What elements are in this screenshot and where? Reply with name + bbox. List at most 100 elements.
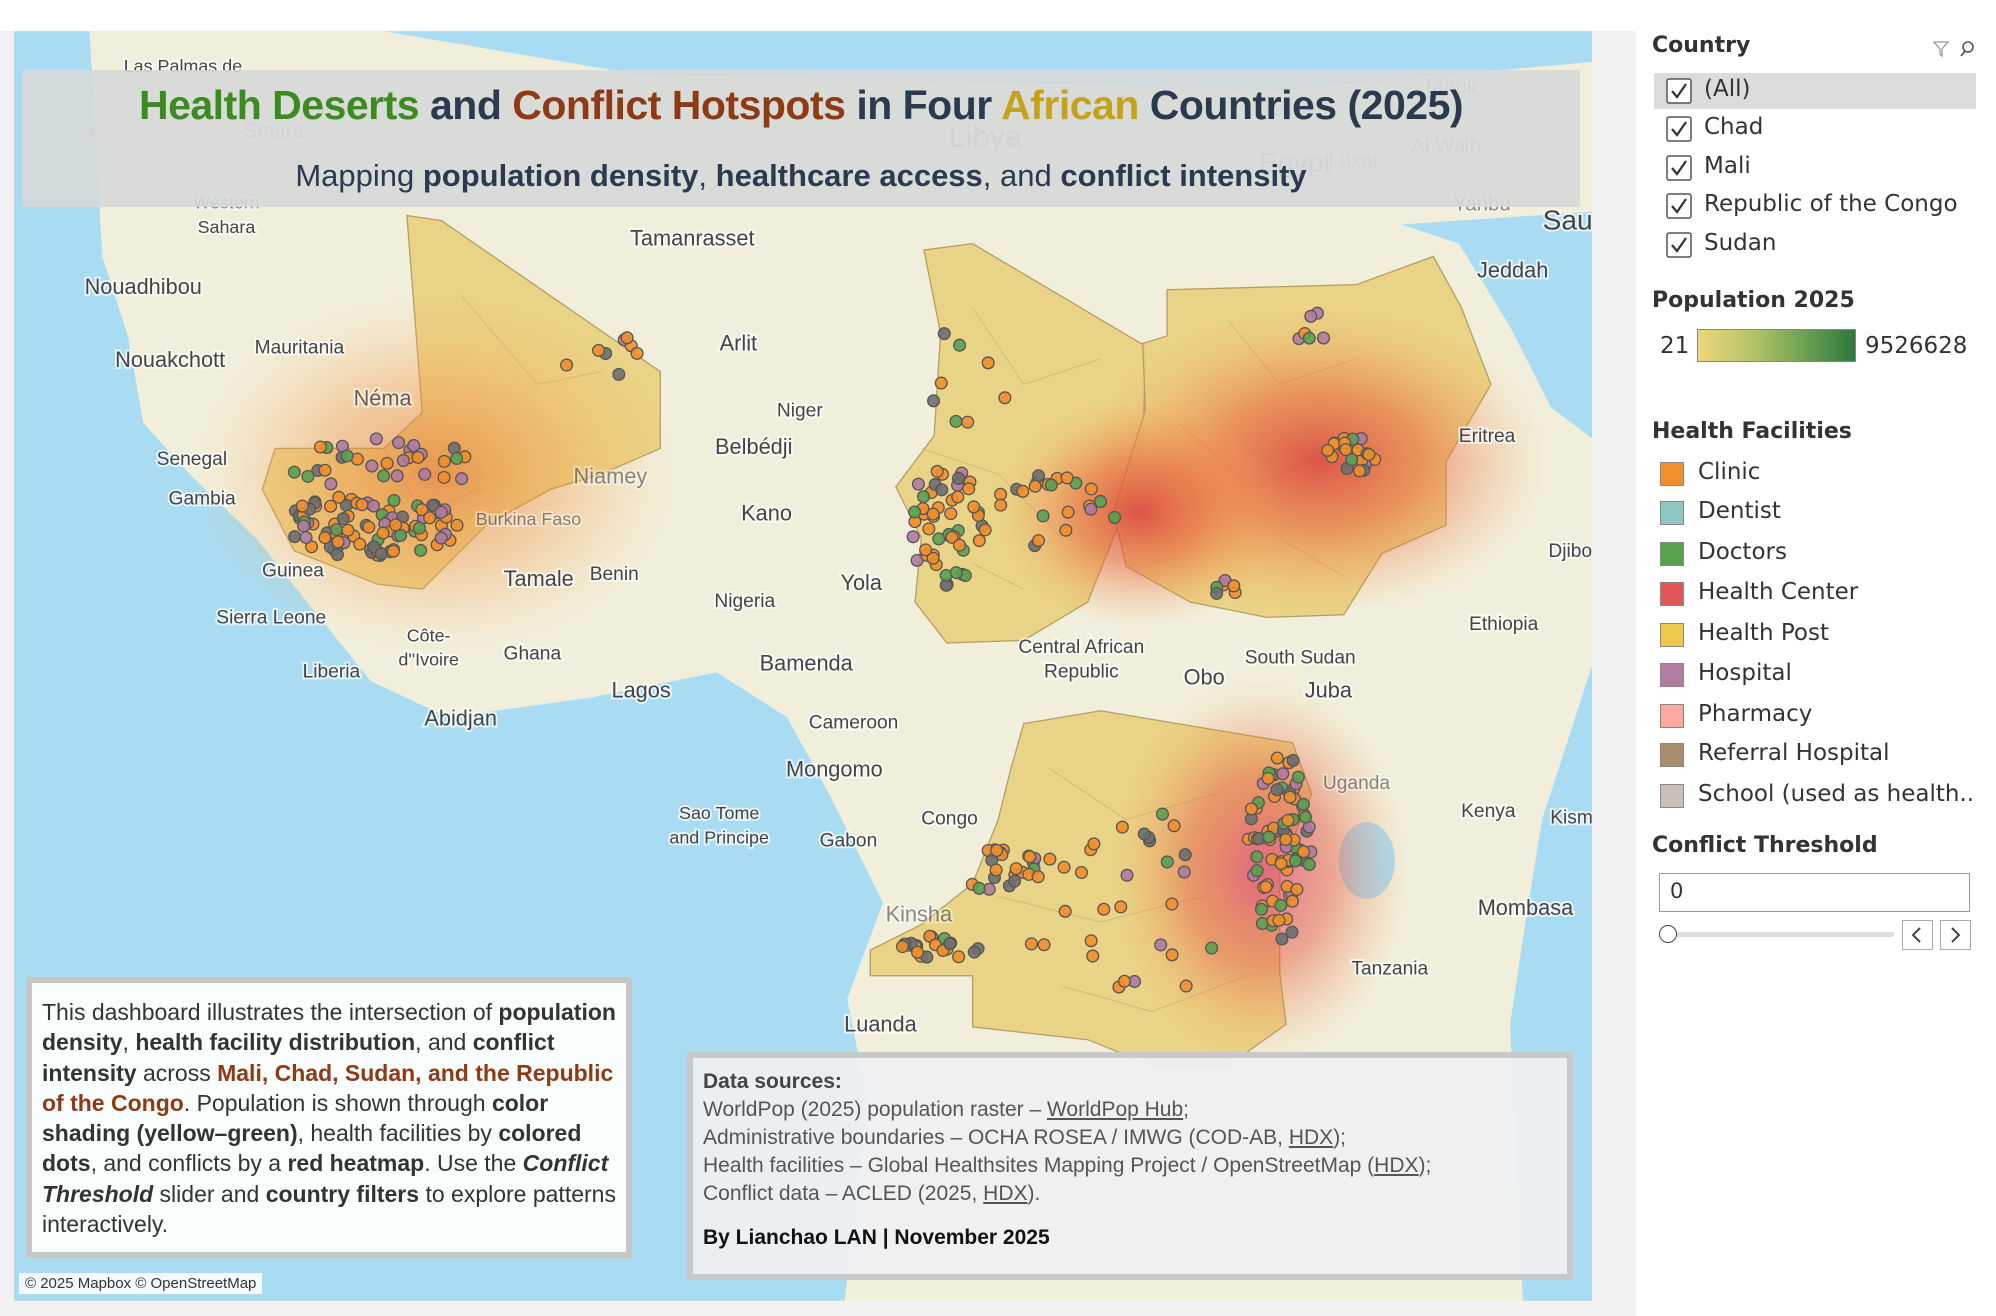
checkbox-icon[interactable] [1666,155,1692,181]
facility-dot [1285,925,1299,939]
place-label: Mauritania [255,338,345,359]
legend-label[interactable]: Referral Hospital [1698,740,1890,766]
legend-label[interactable]: Clinic [1698,459,1761,485]
facility-dot [978,523,992,537]
description-text: to explore patterns interactively. [42,1180,616,1238]
chevron[interactable] [1941,921,1970,949]
checkbox[interactable] [1666,193,1692,219]
facility-dot [908,505,922,519]
description-text: , and [415,1029,473,1056]
source-link[interactable]: HDX [1288,1126,1334,1149]
facility-dot [911,477,925,491]
facility-dot [1316,331,1331,345]
source-link[interactable]: HDX [1374,1154,1419,1177]
facility-dot [434,531,448,545]
legend-label[interactable]: Health Center [1698,579,1859,605]
source-text: ; [1183,1098,1190,1121]
place-label: Uganda [1323,773,1391,794]
facility-dot [1093,494,1108,508]
subtitle-part: conflict intensity [1060,158,1307,193]
facility-dot [560,358,574,372]
legend-swatch[interactable] [1660,501,1684,525]
facility-dot [332,490,346,504]
checkbox-frame[interactable] [1666,78,1692,104]
checkbox-frame[interactable] [1666,155,1692,181]
description-text: population density [42,999,616,1056]
legend-label[interactable]: Health Post [1698,620,1829,646]
facility-dot [1108,510,1122,524]
legend-title: Health Facilities [1652,419,1852,444]
icons[interactable] [1930,38,1990,60]
facility-dot [1286,753,1300,767]
threshold-input[interactable]: 0 [1659,873,1970,912]
checkbox[interactable] [1666,232,1692,258]
legend-swatch[interactable] [1660,582,1684,606]
step-button[interactable] [1940,920,1971,950]
legend-label[interactable]: Doctors [1698,539,1787,565]
country-option[interactable]: Sudan [1704,230,1777,256]
facility-dot [952,538,966,552]
legend-label[interactable]: Dentist [1698,498,1781,524]
checkbox[interactable] [1666,155,1692,181]
facility-dot [411,450,425,464]
place-label: Ethiopia [1469,614,1539,635]
country-option[interactable]: (All) [1704,76,1751,102]
checkbox-frame[interactable] [1666,193,1692,219]
facility-dot [1205,941,1219,955]
legend-label[interactable]: Pharmacy [1698,701,1813,727]
subtitle-part: healthcare access [715,158,983,193]
legend-swatch[interactable] [1660,462,1684,486]
country-option[interactable]: Mali [1704,153,1751,179]
facility-dot [994,498,1008,512]
checkbox-icon[interactable] [1666,78,1692,104]
checkbox-frame[interactable] [1666,232,1692,258]
slider-handle[interactable] [1659,925,1677,943]
chevron[interactable] [1903,921,1932,949]
facility-dot [927,394,941,408]
facility-dot [434,505,448,519]
search-icon[interactable] [1962,41,1974,53]
source-link[interactable]: HDX [983,1182,1028,1205]
sources-box: Data sources: WorldPop (2025) population … [687,1052,1573,1280]
place-label: Juba [1305,677,1353,702]
legend-label[interactable]: School (used as health.. [1698,781,1975,807]
slider-track[interactable] [1664,932,1894,937]
step-button[interactable] [1902,920,1933,950]
source-link[interactable]: WorldPop Hub [1046,1098,1184,1121]
checkbox-icon[interactable] [1666,193,1692,219]
legend-swatch[interactable] [1660,784,1684,808]
facility-dot [981,356,995,370]
facility-dot [1262,830,1276,844]
facility-dot [1074,865,1088,880]
country-option[interactable]: Chad [1704,114,1764,140]
facility-dot [967,945,981,959]
checkbox-icon[interactable] [1666,116,1692,142]
facility-dot [1291,770,1305,784]
checkbox-frame[interactable] [1666,116,1692,142]
filter-icon[interactable] [1932,41,1950,58]
legend-swatch[interactable] [1660,704,1684,728]
legend-label[interactable]: Hospital [1698,660,1792,686]
place-label: and Principe [669,828,769,848]
legend-swatch[interactable] [1660,743,1684,767]
country-option[interactable]: Republic of the Congo [1704,191,1958,217]
checkbox[interactable] [1666,116,1692,142]
facility-dot [1060,471,1074,485]
legend-swatch[interactable] [1660,542,1684,566]
legend-swatch[interactable] [1660,623,1684,647]
checkbox-icon[interactable] [1666,232,1692,258]
legend-swatch[interactable] [1660,663,1684,687]
facility-dot [989,863,1003,877]
threshold-value[interactable]: 0 [1670,879,1684,903]
facility-dot [1097,902,1111,916]
description-text: . Use the [424,1150,523,1177]
facility-dot [1016,484,1030,498]
facility-dot [394,528,408,542]
source-text: Administrative boundaries – OCHA ROSEA /… [703,1126,1289,1149]
place-label: Sahara [198,217,256,237]
heat-blob [191,294,679,654]
checkbox[interactable] [1666,78,1692,104]
facility-dot [450,518,464,532]
check-mark [1671,237,1687,253]
